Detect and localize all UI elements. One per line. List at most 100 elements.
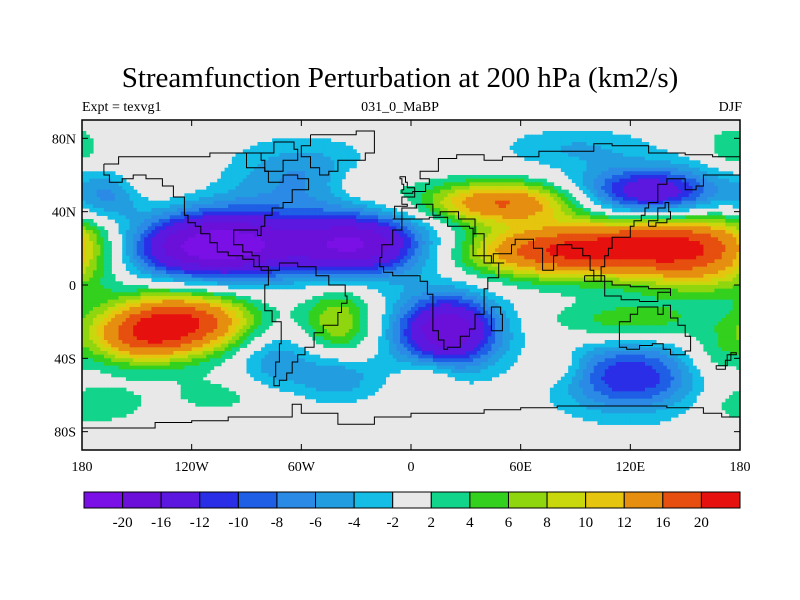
contour-cell xyxy=(290,237,295,242)
contour-cell xyxy=(257,208,262,213)
contour-cell xyxy=(451,197,456,202)
contour-cell xyxy=(129,233,134,238)
contour-cell xyxy=(206,204,211,209)
contour-cell xyxy=(103,204,109,209)
contour-cell xyxy=(659,200,664,205)
contour-cell xyxy=(586,145,591,150)
contour-cell xyxy=(312,222,317,227)
contour-cell xyxy=(425,211,430,216)
contour-cell xyxy=(506,241,511,246)
contour-cell xyxy=(188,193,193,198)
contour-cell xyxy=(294,222,299,227)
contour-cell xyxy=(374,237,379,242)
contour-cell xyxy=(538,189,544,194)
contour-cell xyxy=(125,237,131,242)
contour-cell xyxy=(688,178,694,183)
contour-cell xyxy=(630,263,635,268)
contour-cell xyxy=(531,193,536,198)
contour-cell xyxy=(151,211,156,216)
contour-cell xyxy=(495,175,500,180)
contour-cell xyxy=(732,142,737,147)
contour-cell xyxy=(608,160,613,165)
contour-cell xyxy=(378,244,383,249)
contour-cell xyxy=(290,233,295,238)
contour-cell xyxy=(517,193,522,198)
contour-cell xyxy=(623,230,628,235)
contour-cell xyxy=(637,153,642,158)
contour-cell xyxy=(242,156,248,161)
contour-cell xyxy=(506,255,511,260)
contour-cell xyxy=(696,164,701,169)
contour-cell xyxy=(231,197,237,202)
contour-cell xyxy=(476,241,482,246)
contour-cell xyxy=(560,237,566,242)
contour-cell xyxy=(484,226,489,231)
contour-cell xyxy=(670,167,675,172)
contour-cell xyxy=(443,186,449,191)
contour-cell xyxy=(326,153,332,158)
contour-cell xyxy=(604,131,609,136)
contour-cell xyxy=(224,211,229,216)
contour-cell xyxy=(729,241,734,246)
contour-cell xyxy=(718,248,723,253)
contour-cell xyxy=(630,189,635,194)
contour-cell xyxy=(352,233,357,238)
contour-cell xyxy=(553,186,558,191)
contour-cell xyxy=(575,259,580,264)
contour-cell xyxy=(670,233,675,238)
contour-cell xyxy=(367,237,372,242)
contour-cell xyxy=(553,189,558,194)
contour-cell xyxy=(272,138,277,143)
contour-cell xyxy=(663,266,668,271)
contour-cell xyxy=(513,233,518,238)
contour-cell xyxy=(125,252,131,257)
contour-cell xyxy=(681,164,686,169)
contour-cell xyxy=(506,186,511,191)
contour-cell xyxy=(228,244,233,249)
contour-cell xyxy=(425,186,430,191)
contour-cell xyxy=(184,248,189,253)
contour-cell xyxy=(191,266,196,271)
contour-cell xyxy=(275,226,280,231)
contour-cell xyxy=(418,186,423,191)
contour-cell xyxy=(696,237,701,242)
contour-cell xyxy=(593,266,599,271)
contour-cell xyxy=(458,226,463,231)
contour-cell xyxy=(590,241,595,246)
contour-cell xyxy=(699,178,705,183)
contour-cell xyxy=(118,208,123,213)
contour-cell xyxy=(323,233,328,238)
contour-cell xyxy=(473,208,478,213)
contour-cell xyxy=(487,208,493,213)
contour-cell xyxy=(630,237,635,242)
contour-cell xyxy=(92,197,98,202)
contour-cell xyxy=(648,182,653,187)
contour-cell xyxy=(579,263,584,268)
contour-cell xyxy=(257,156,262,161)
contour-cell xyxy=(608,263,613,268)
contour-cell xyxy=(129,189,134,194)
contour-cell xyxy=(421,255,427,260)
contour-cell xyxy=(337,226,343,231)
contour-cell xyxy=(582,259,588,264)
contour-cell xyxy=(323,160,328,165)
contour-cell xyxy=(308,149,313,154)
contour-cell xyxy=(162,211,167,216)
contour-cell xyxy=(604,153,609,158)
contour-cell xyxy=(714,259,719,264)
contour-cell xyxy=(685,233,690,238)
contour-cell xyxy=(246,266,251,271)
contour-cell xyxy=(356,259,361,264)
contour-cell xyxy=(465,241,471,246)
contour-cell xyxy=(509,237,514,242)
contour-cell xyxy=(604,182,609,187)
contour-cell xyxy=(560,164,566,169)
contour-cell xyxy=(447,186,452,191)
contour-cell xyxy=(517,197,522,202)
contour-cell xyxy=(641,175,646,180)
contour-cell xyxy=(604,266,609,271)
contour-cell xyxy=(666,153,672,158)
contour-cell xyxy=(418,219,423,224)
contour-cell xyxy=(341,263,346,268)
contour-cell xyxy=(586,153,591,158)
